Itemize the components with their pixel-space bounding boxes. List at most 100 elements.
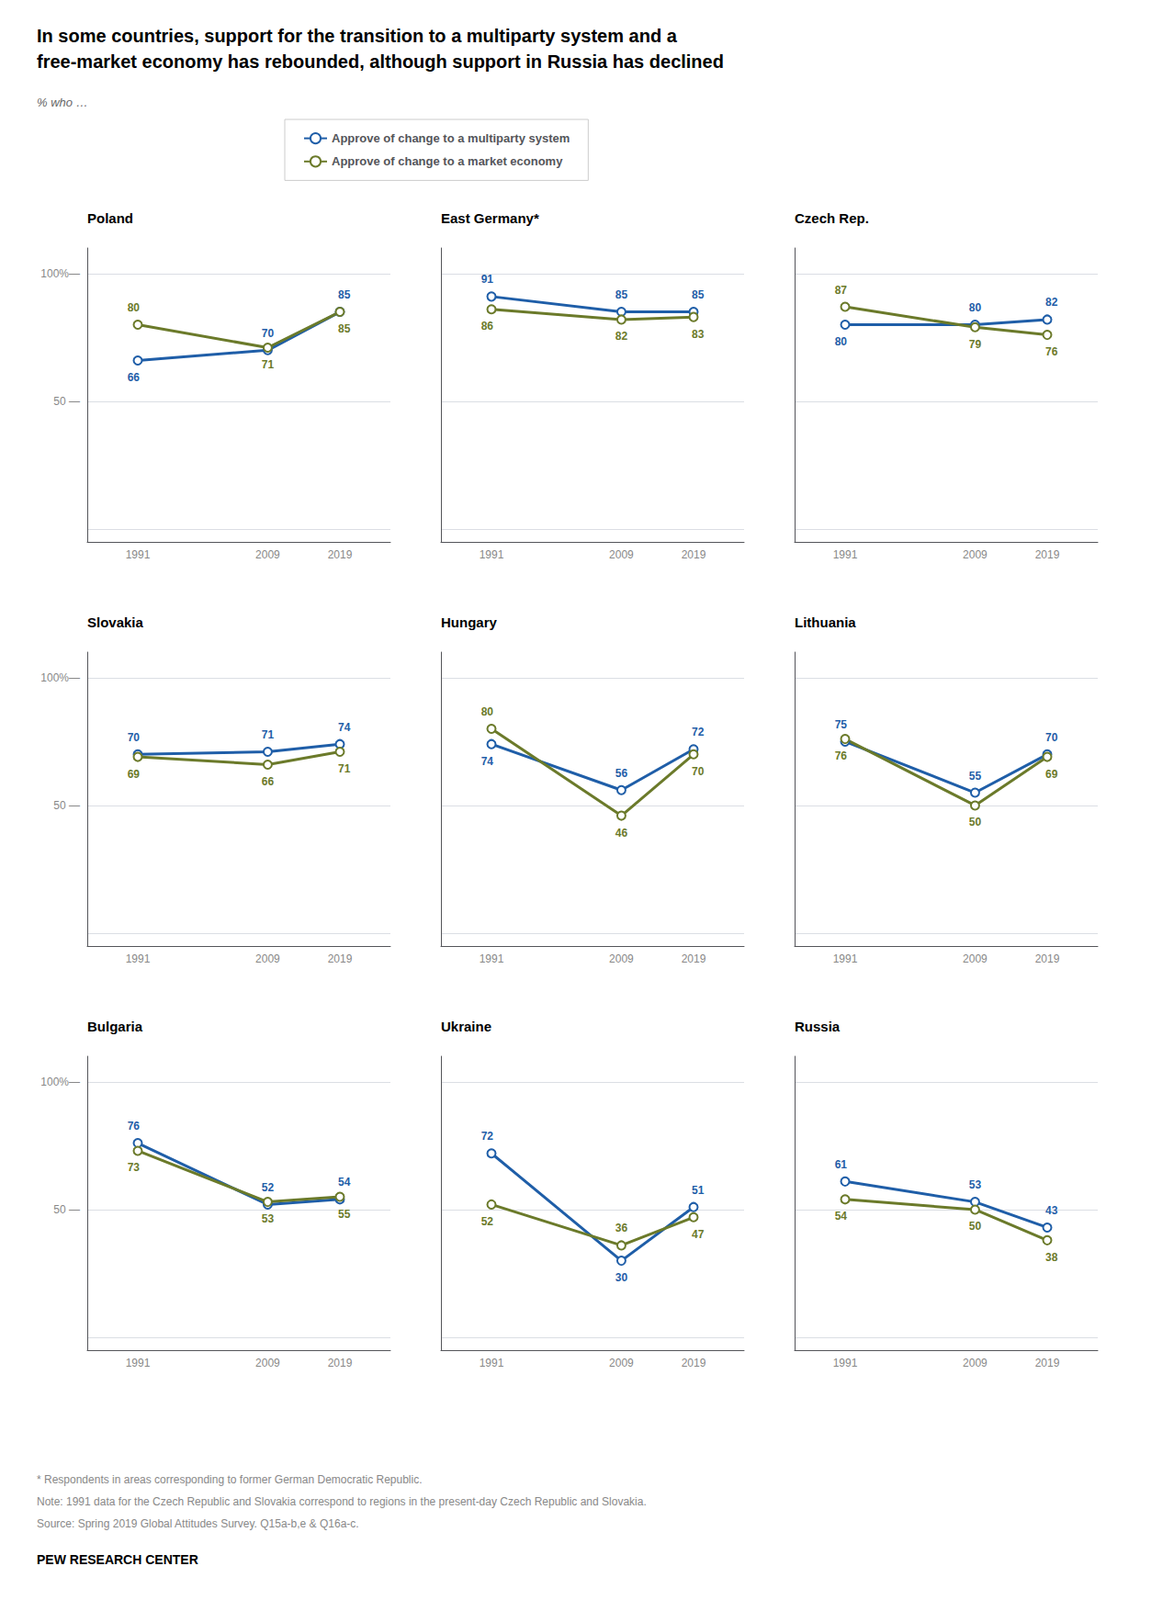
svg-text:75: 75 xyxy=(835,718,848,732)
svg-text:2009: 2009 xyxy=(962,952,988,966)
svg-text:1991: 1991 xyxy=(479,952,505,966)
svg-text:80: 80 xyxy=(969,301,983,315)
svg-text:Czech Rep.: Czech Rep. xyxy=(794,210,870,226)
svg-text:50 —: 50 — xyxy=(53,1203,80,1217)
svg-text:55: 55 xyxy=(969,769,983,783)
svg-text:50 —: 50 — xyxy=(53,799,80,813)
svg-text:66: 66 xyxy=(127,371,141,384)
svg-text:100%—: 100%— xyxy=(40,267,80,281)
svg-text:1991: 1991 xyxy=(833,952,858,966)
svg-text:52: 52 xyxy=(261,1181,275,1195)
svg-text:91: 91 xyxy=(481,272,495,286)
svg-text:30: 30 xyxy=(615,1271,629,1285)
svg-text:1991: 1991 xyxy=(125,952,151,966)
svg-text:1991: 1991 xyxy=(833,1356,858,1370)
svg-text:85: 85 xyxy=(691,288,705,302)
svg-text:2019: 2019 xyxy=(681,1356,707,1370)
svg-text:52: 52 xyxy=(481,1215,495,1229)
svg-text:2009: 2009 xyxy=(255,952,281,966)
svg-text:Source: Spring 2019 Global Att: Source: Spring 2019 Global Attitudes Sur… xyxy=(36,1517,360,1531)
svg-text:76: 76 xyxy=(835,749,848,763)
svg-text:53: 53 xyxy=(969,1178,983,1192)
svg-text:2019: 2019 xyxy=(1035,548,1061,562)
svg-text:74: 74 xyxy=(338,721,351,734)
svg-text:76: 76 xyxy=(1045,345,1059,359)
svg-text:Slovakia: Slovakia xyxy=(87,614,145,631)
svg-text:71: 71 xyxy=(261,358,275,372)
svg-text:82: 82 xyxy=(615,329,629,343)
svg-text:2019: 2019 xyxy=(681,952,707,966)
svg-text:72: 72 xyxy=(481,1129,495,1143)
svg-text:1991: 1991 xyxy=(479,548,505,562)
svg-text:70: 70 xyxy=(691,765,705,779)
svg-text:2019: 2019 xyxy=(1035,1356,1061,1370)
svg-text:70: 70 xyxy=(127,731,141,745)
svg-text:50: 50 xyxy=(969,1219,983,1233)
svg-text:100%—: 100%— xyxy=(40,671,80,685)
svg-text:2019: 2019 xyxy=(327,548,353,562)
svg-text:80: 80 xyxy=(481,705,495,719)
svg-text:87: 87 xyxy=(835,283,848,297)
svg-text:80: 80 xyxy=(127,301,141,315)
svg-text:50: 50 xyxy=(969,815,983,829)
svg-text:38: 38 xyxy=(1045,1251,1059,1265)
svg-text:1991: 1991 xyxy=(125,1356,151,1370)
svg-text:54: 54 xyxy=(835,1209,848,1223)
svg-text:55: 55 xyxy=(338,1207,351,1221)
svg-text:54: 54 xyxy=(338,1175,351,1189)
svg-text:2009: 2009 xyxy=(255,548,281,562)
svg-text:85: 85 xyxy=(338,288,351,302)
svg-text:In some countries, support for: In some countries, support for the trans… xyxy=(36,25,678,46)
svg-text:73: 73 xyxy=(127,1161,141,1174)
svg-text:85: 85 xyxy=(615,288,629,302)
svg-text:76: 76 xyxy=(127,1119,141,1133)
svg-text:74: 74 xyxy=(481,755,495,768)
svg-text:Approve of change to a market: Approve of change to a market economy xyxy=(331,154,564,169)
svg-text:East Germany*: East Germany* xyxy=(440,210,540,226)
svg-text:Note: 1991 data for the Czech: Note: 1991 data for the Czech Republic a… xyxy=(36,1495,647,1509)
svg-text:2009: 2009 xyxy=(962,548,988,562)
svg-text:Lithuania: Lithuania xyxy=(794,614,857,631)
svg-text:2009: 2009 xyxy=(609,1356,634,1370)
svg-text:Approve of change to a multipa: Approve of change to a multiparty system xyxy=(331,131,570,146)
svg-text:Russia: Russia xyxy=(794,1018,841,1035)
svg-text:43: 43 xyxy=(1045,1204,1059,1218)
svg-text:100%—: 100%— xyxy=(40,1075,80,1089)
svg-text:2019: 2019 xyxy=(327,952,353,966)
svg-text:1991: 1991 xyxy=(125,548,151,562)
svg-text:46: 46 xyxy=(615,826,629,840)
svg-text:36: 36 xyxy=(615,1221,629,1235)
svg-text:72: 72 xyxy=(691,725,705,739)
svg-text:70: 70 xyxy=(1045,731,1059,745)
svg-text:71: 71 xyxy=(338,762,351,776)
svg-text:53: 53 xyxy=(261,1212,275,1226)
svg-text:50 —: 50 — xyxy=(53,395,80,408)
svg-text:71: 71 xyxy=(261,728,275,742)
svg-text:2019: 2019 xyxy=(1035,952,1061,966)
svg-text:79: 79 xyxy=(969,338,983,351)
svg-text:82: 82 xyxy=(1045,295,1059,309)
svg-text:69: 69 xyxy=(1045,767,1059,781)
svg-text:85: 85 xyxy=(338,322,351,336)
svg-text:1991: 1991 xyxy=(833,548,858,562)
svg-text:Poland: Poland xyxy=(87,210,134,226)
svg-text:51: 51 xyxy=(691,1184,705,1197)
svg-text:80: 80 xyxy=(835,335,848,349)
svg-text:61: 61 xyxy=(835,1158,848,1172)
svg-text:% who …: % who … xyxy=(36,95,89,110)
svg-text:66: 66 xyxy=(261,775,275,789)
svg-text:Bulgaria: Bulgaria xyxy=(87,1018,144,1035)
svg-text:70: 70 xyxy=(261,327,275,340)
svg-text:2009: 2009 xyxy=(609,548,634,562)
svg-text:47: 47 xyxy=(691,1228,705,1242)
svg-text:2009: 2009 xyxy=(255,1356,281,1370)
svg-text:2019: 2019 xyxy=(681,548,707,562)
svg-text:2019: 2019 xyxy=(327,1356,353,1370)
svg-text:56: 56 xyxy=(615,767,629,780)
svg-text:Hungary: Hungary xyxy=(440,614,498,631)
svg-text:2009: 2009 xyxy=(962,1356,988,1370)
svg-text:Ukraine: Ukraine xyxy=(440,1018,492,1035)
svg-text:2009: 2009 xyxy=(609,952,634,966)
svg-text:1991: 1991 xyxy=(479,1356,505,1370)
svg-text:* Respondents in areas corresp: * Respondents in areas corresponding to … xyxy=(36,1473,423,1487)
